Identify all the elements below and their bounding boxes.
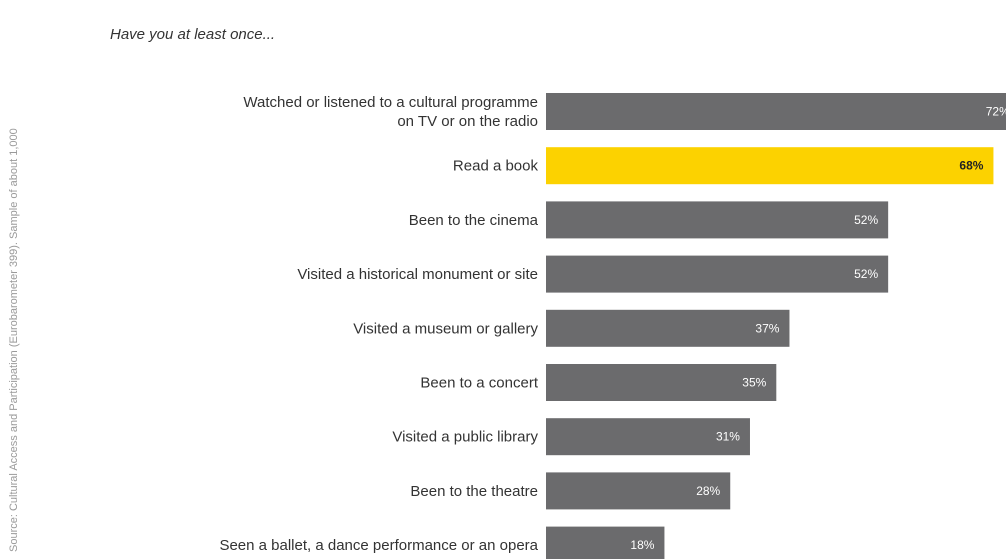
bar-row: 35% Been to a concert xyxy=(420,364,777,401)
category-label: Read a book xyxy=(453,158,539,175)
bar-row: 37% Visited a museum or gallery xyxy=(353,309,790,347)
bar-value-label: 52% xyxy=(854,213,878,227)
bar-value-label: 37% xyxy=(755,321,779,335)
bar-row: 68% Read a book xyxy=(453,147,994,185)
bar xyxy=(546,255,889,293)
bar-value-label: 31% xyxy=(716,430,740,444)
bar-value-label: 68% xyxy=(959,159,983,173)
category-label: Seen a ballet, a dance performance or an… xyxy=(219,537,538,554)
bar-value-label: 28% xyxy=(696,484,720,498)
bar xyxy=(546,526,665,559)
category-label: Been to the cinema xyxy=(409,212,539,229)
bar xyxy=(546,364,777,401)
bar-row: 52% Visited a historical monument or site xyxy=(297,255,889,293)
bar-value-label: 52% xyxy=(854,267,878,281)
bar xyxy=(546,418,750,456)
category-label: Visited a public library xyxy=(392,429,538,446)
category-label: Been to a concert xyxy=(420,375,538,392)
chart-subtitle: Have you at least once... xyxy=(110,26,276,43)
bar-row: 18% Seen a ballet, a dance performance or… xyxy=(219,526,665,559)
category-label: Visited a historical monument or site xyxy=(297,266,538,283)
bar xyxy=(546,93,1006,130)
bar-row: 72% Watched or listened to a cultural pro… xyxy=(243,93,1006,130)
category-label: Been to the theatre xyxy=(410,483,538,500)
bar-row: 28% Been to the theatre xyxy=(410,472,731,510)
bar-value-label: 18% xyxy=(630,538,654,552)
category-label: on TV or on the radio xyxy=(397,113,538,130)
bar-row: 52% Been to the cinema xyxy=(409,201,889,239)
bar xyxy=(546,147,994,185)
bar-row: 31% Visited a public library xyxy=(392,418,750,456)
category-label: Visited a museum or gallery xyxy=(353,320,538,337)
bar xyxy=(546,472,731,510)
bar xyxy=(546,201,889,239)
bar xyxy=(546,309,790,347)
bar-value-label: 72% xyxy=(986,105,1006,119)
bar-value-label: 35% xyxy=(742,376,766,390)
category-label: Watched or listened to a cultural progra… xyxy=(243,94,538,111)
